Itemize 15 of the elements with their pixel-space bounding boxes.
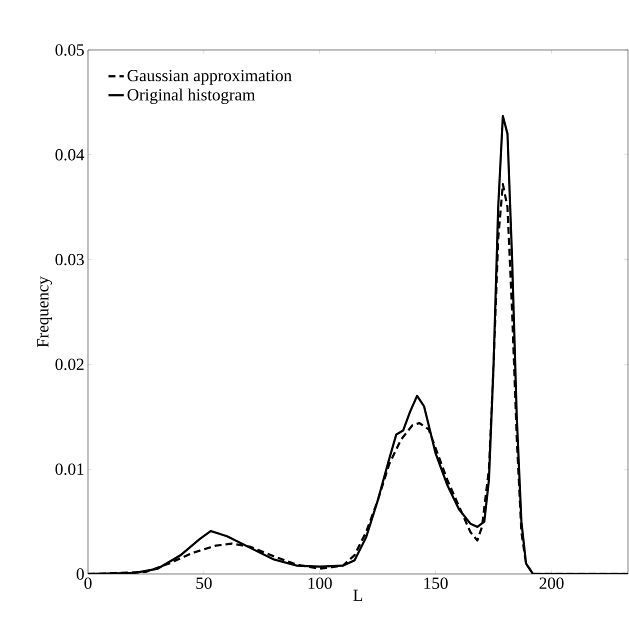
x-axis-title: L [353,590,362,601]
x-tick-label: 0 [84,578,92,589]
y-axis-title: Frequency [37,276,52,348]
x-tick-label: 50 [196,578,212,589]
y-tick-label: 0 [76,568,84,580]
y-tick-label: 0.01 [55,463,84,475]
x-tick-label: 150 [424,578,448,589]
y-tick-label: 0.04 [55,149,84,161]
legend-label: Original histogram [128,88,256,104]
y-tick-label: 0.02 [55,358,84,370]
x-tick-label: 200 [540,578,564,589]
y-tick-label: 0.03 [55,254,84,266]
x-tick-label: 100 [308,578,332,589]
legend-label: Gaussian approximation [128,70,292,85]
y-tick-label: 0.05 [55,44,84,56]
